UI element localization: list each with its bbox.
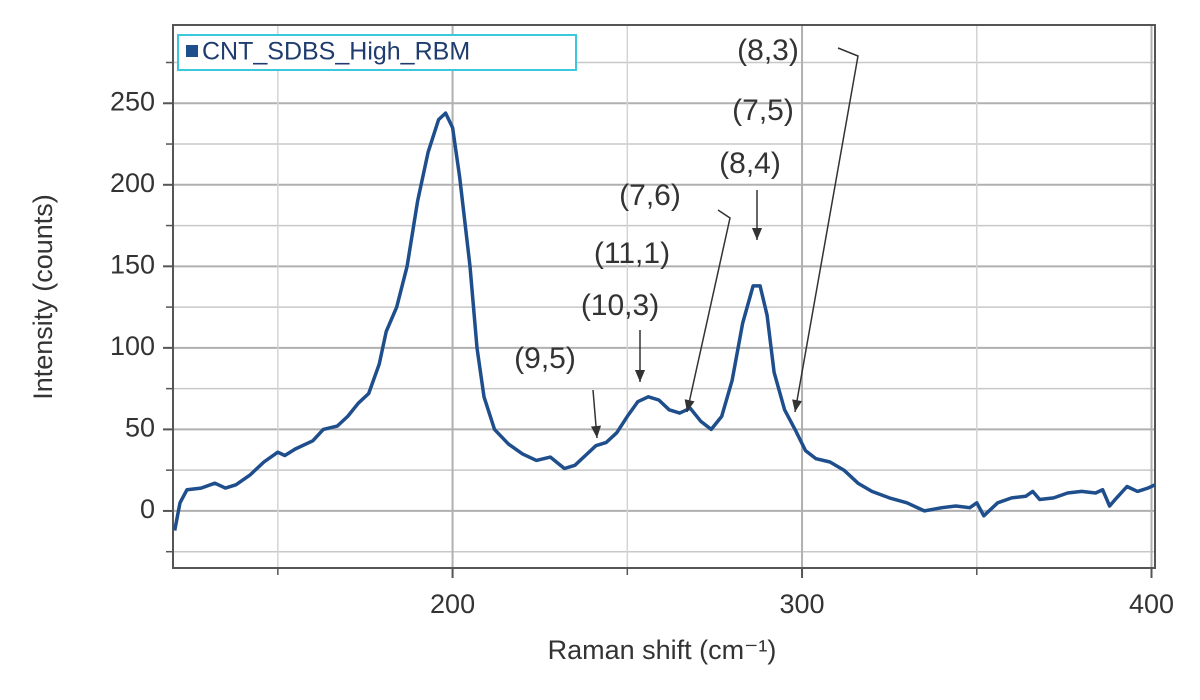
- legend-box: [177, 34, 577, 71]
- x-tick-label: 400: [1129, 589, 1174, 619]
- annotation: (7,6): [619, 179, 681, 212]
- annotation: (10,3): [581, 289, 659, 322]
- arrow-head: [684, 399, 695, 412]
- arrow-head: [634, 370, 646, 382]
- legend-label: CNT_SDBS_High_RBM: [202, 38, 470, 66]
- arrow-head: [751, 228, 763, 240]
- annotation: (8,4): [719, 147, 781, 180]
- y-tick-label: 50: [125, 413, 155, 443]
- y-tick-label: 100: [110, 331, 155, 361]
- data-line: [172, 111, 1156, 531]
- annotation-arrow: [794, 47, 859, 413]
- annotation: (9,5): [514, 342, 576, 375]
- annotation: (11,1): [594, 237, 670, 270]
- y-tick-label: 250: [110, 86, 155, 116]
- annotation: (8,3): [737, 34, 799, 67]
- x-axis-label: Raman shift (cm⁻¹): [548, 635, 777, 665]
- annotation: (7,5): [732, 94, 794, 127]
- arrow-head: [792, 399, 803, 412]
- y-tick-label: 150: [110, 249, 155, 279]
- plot-frame: [172, 24, 1156, 569]
- x-tick-label: 300: [780, 589, 825, 619]
- legend-marker: [186, 45, 198, 57]
- arrow-head: [590, 425, 602, 438]
- y-tick-label: 0: [140, 494, 155, 524]
- x-tick-label: 200: [430, 589, 475, 619]
- annotation-arrow: [686, 209, 731, 413]
- y-axis-label: Intensity (counts): [28, 194, 58, 400]
- y-tick-label: 200: [110, 168, 155, 198]
